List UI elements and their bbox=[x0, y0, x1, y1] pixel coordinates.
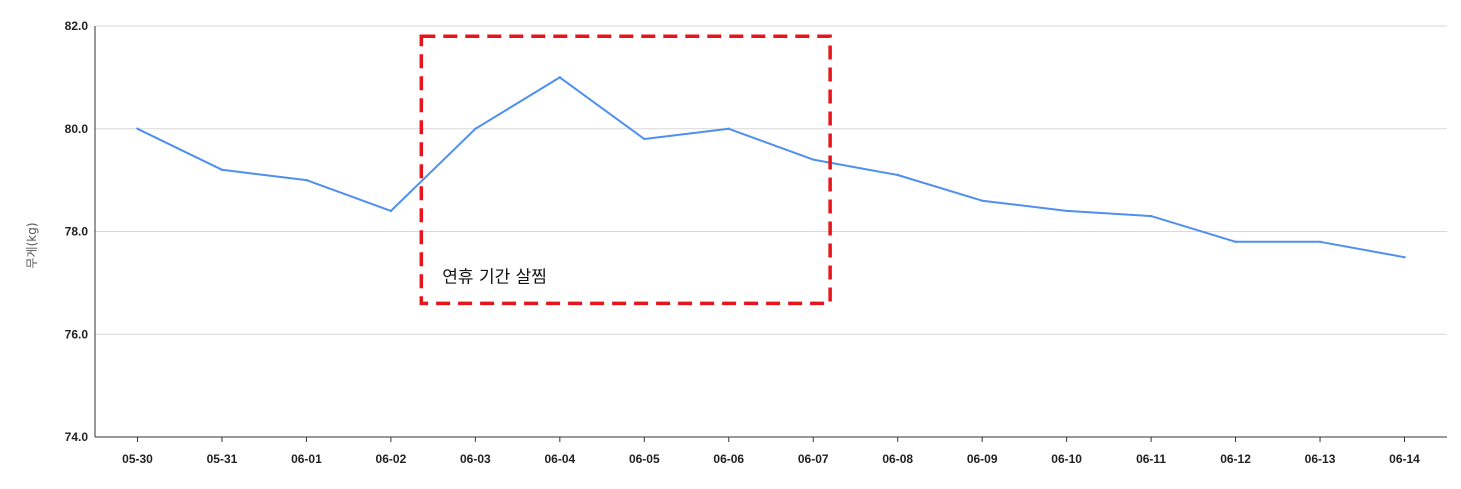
annotation-text: 연휴 기간 살찜 bbox=[442, 267, 547, 287]
x-tick-label: 06-07 bbox=[798, 452, 829, 466]
x-tick-label: 06-13 bbox=[1305, 452, 1336, 466]
y-tick-label: 76.0 bbox=[65, 327, 89, 341]
y-axis-title: 무게(kg) bbox=[25, 222, 39, 268]
data-point bbox=[389, 209, 393, 213]
data-point bbox=[1065, 209, 1068, 213]
data-point bbox=[136, 127, 139, 130]
x-tick-label: 06-08 bbox=[882, 452, 913, 466]
data-point bbox=[1149, 214, 1153, 218]
data-point bbox=[643, 137, 646, 141]
y-tick-label: 78.0 bbox=[65, 225, 89, 239]
annotation-layer: 연휴 기간 살찜 bbox=[419, 34, 832, 306]
data-point bbox=[727, 127, 730, 130]
y-tick-label: 80.0 bbox=[65, 122, 89, 136]
highlight-box bbox=[419, 34, 832, 306]
data-point bbox=[812, 158, 815, 161]
data-point bbox=[1403, 255, 1406, 259]
data-point bbox=[896, 173, 899, 177]
y-tick-label: 82.0 bbox=[65, 19, 89, 33]
y-tick-label: 74.0 bbox=[65, 430, 89, 444]
gridlines bbox=[95, 25, 1447, 335]
data-point bbox=[1234, 240, 1237, 243]
series-layer bbox=[136, 76, 1406, 259]
series-line bbox=[137, 76, 1405, 259]
x-tick-label: 06-01 bbox=[291, 452, 322, 466]
x-axis: 05-30 05-31 06-01 06-02 06-03 06-04 06-05 06-06… bbox=[94, 26, 1447, 466]
x-tick-label: 06-06 bbox=[713, 452, 744, 466]
x-tick-label: 05-30 bbox=[122, 452, 153, 466]
x-tick-label: 06-02 bbox=[376, 452, 407, 466]
x-tick-label: 06-14 bbox=[1389, 452, 1420, 466]
x-tick-label: 06-04 bbox=[544, 452, 575, 466]
x-tick-label: 06-12 bbox=[1220, 452, 1251, 466]
data-point bbox=[558, 76, 562, 79]
y-tick-labels: 74.0 76.0 78.0 80.0 82.0 bbox=[65, 19, 89, 444]
x-tick-label: 06-11 bbox=[1136, 452, 1166, 466]
data-point bbox=[220, 168, 224, 172]
x-tick-label: 06-05 bbox=[629, 452, 660, 466]
x-tick-label: 06-03 bbox=[460, 452, 491, 466]
data-point bbox=[474, 127, 477, 130]
data-point bbox=[305, 178, 308, 182]
x-tick-label: 05-31 bbox=[207, 452, 238, 466]
x-tick-label: 06-09 bbox=[967, 452, 998, 466]
data-point bbox=[1318, 240, 1322, 243]
x-tick-label: 06-10 bbox=[1051, 452, 1082, 466]
data-point bbox=[980, 199, 984, 202]
